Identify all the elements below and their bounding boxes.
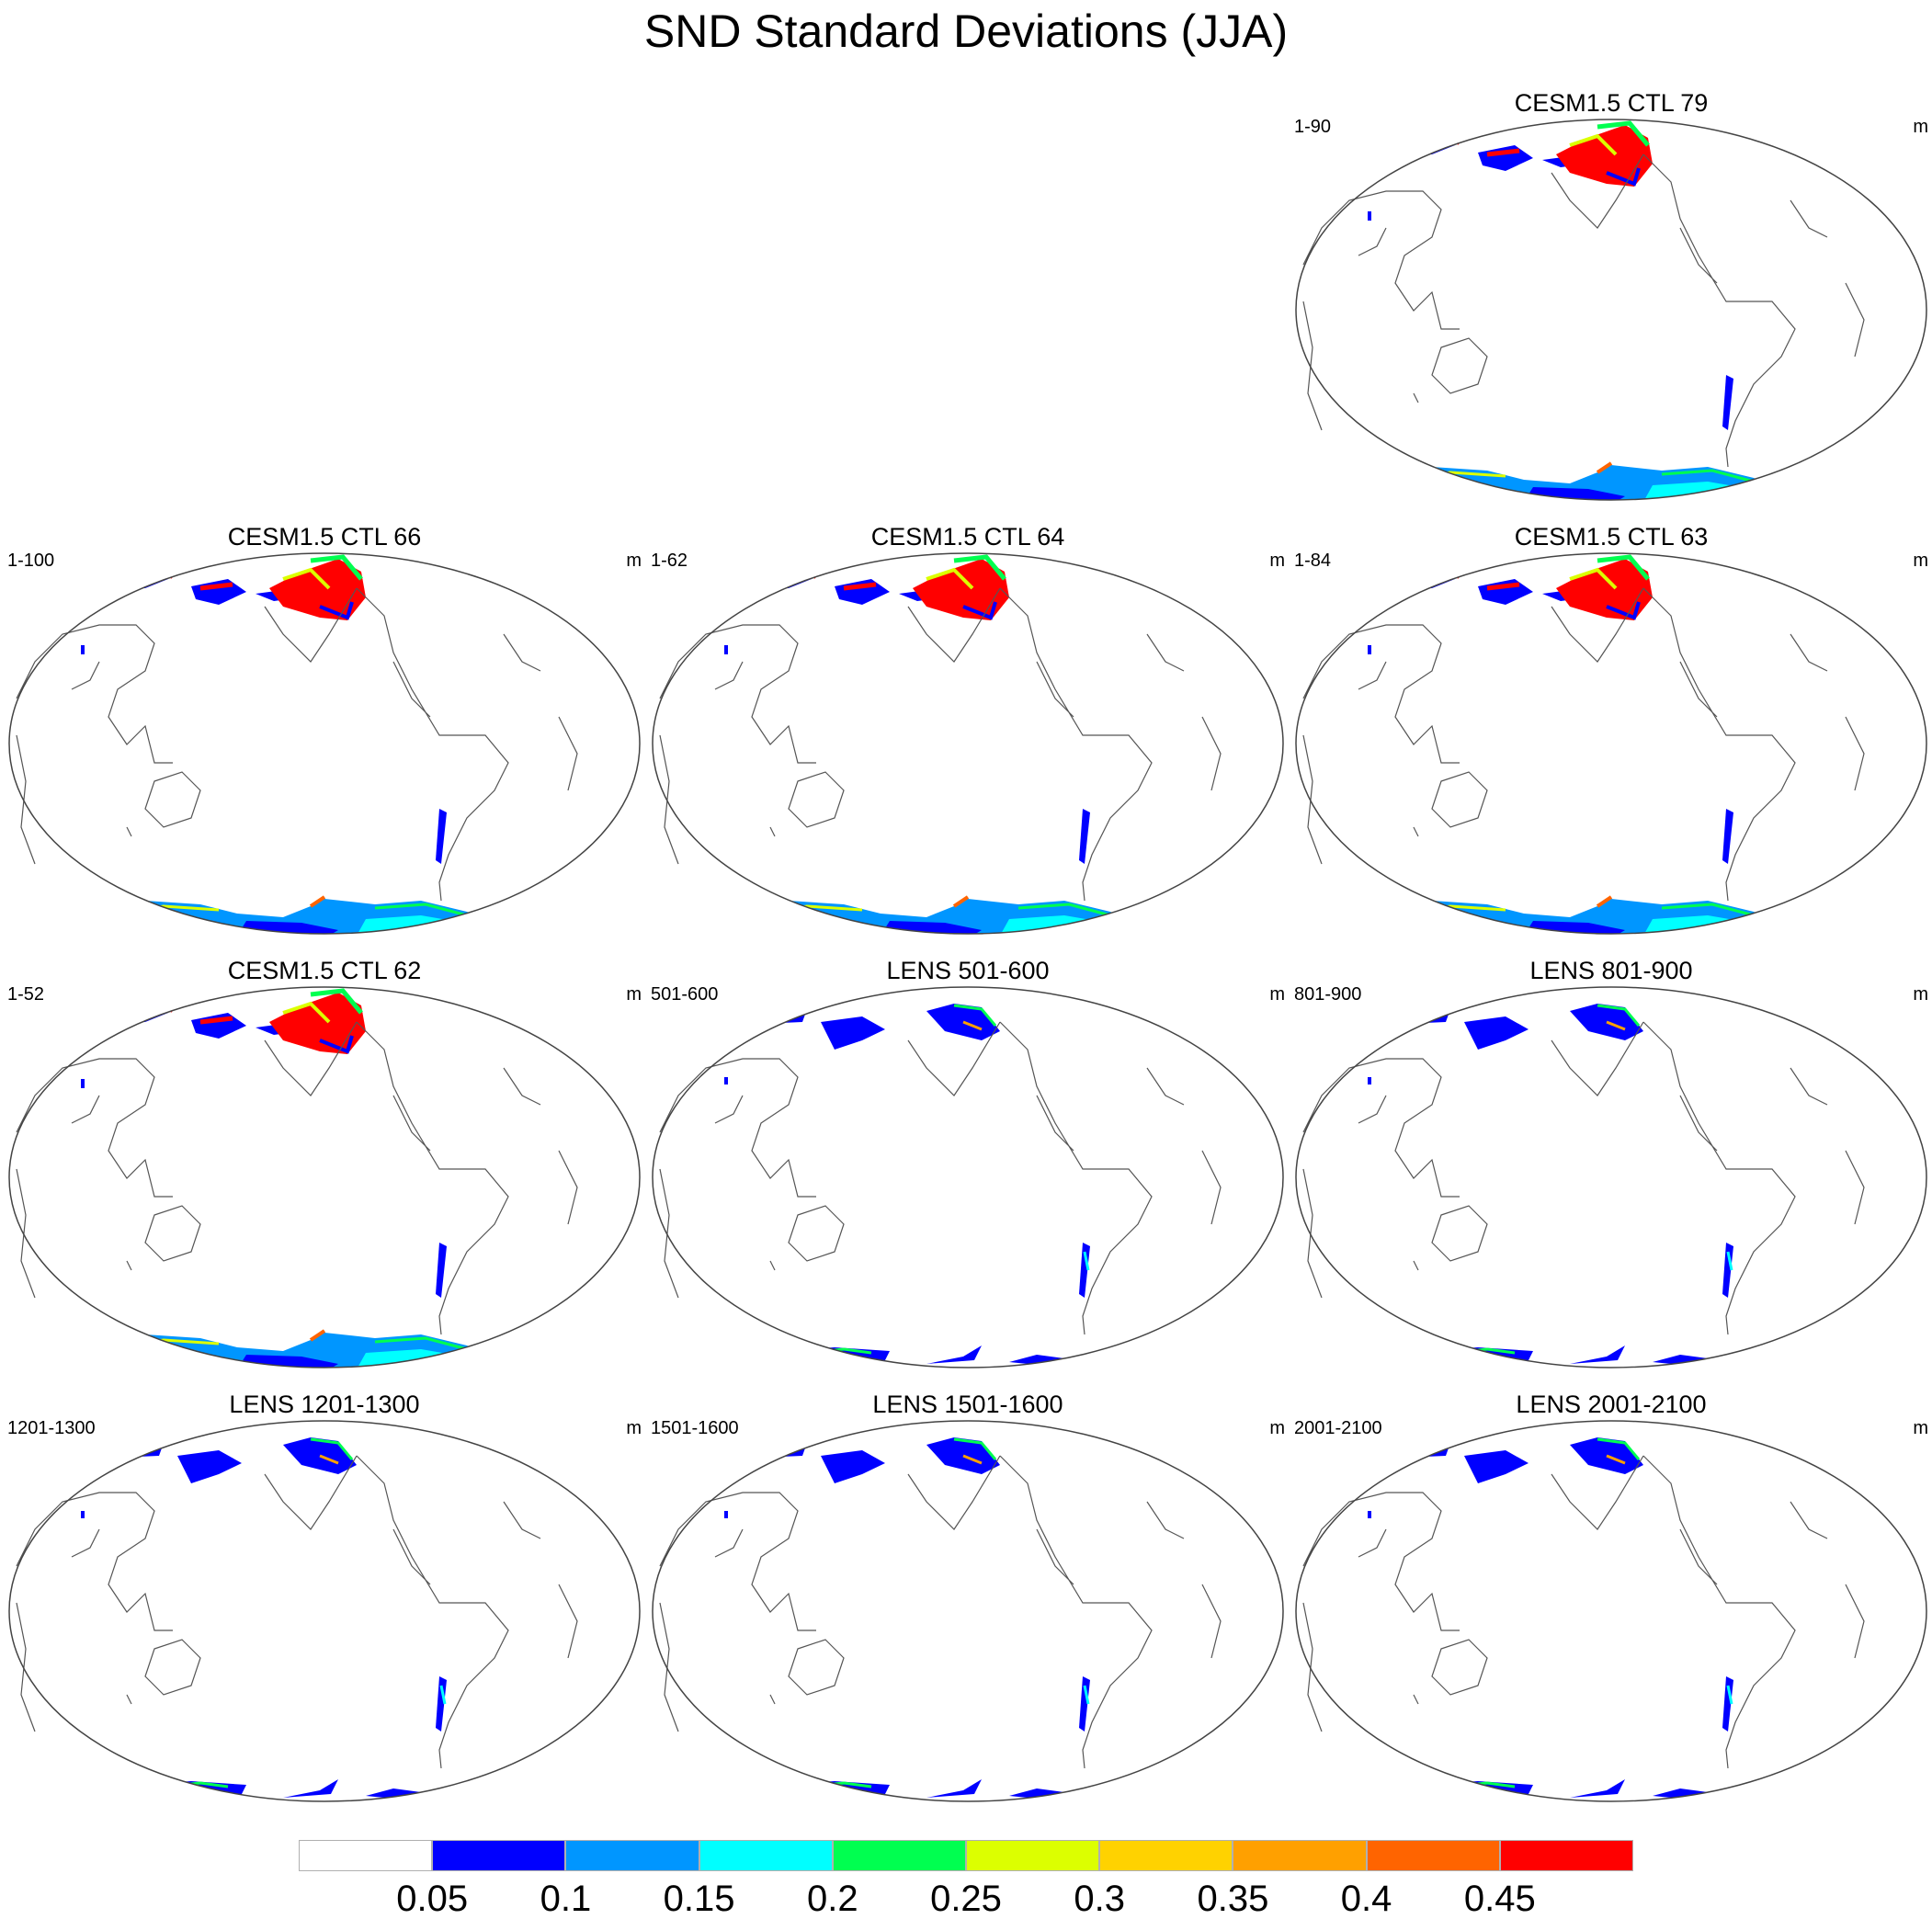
panel-year-range: 1-84	[1294, 551, 1332, 571]
panel-title: CESM1.5 CTL 66	[227, 523, 422, 551]
panel-unit: m	[1913, 117, 1928, 137]
world-map	[652, 552, 1284, 935]
panel-year-range: 1201-1300	[7, 1418, 96, 1438]
colorbar-label: 0.05	[396, 1879, 469, 1919]
panel-unit: m	[626, 984, 642, 1005]
colorbar-box	[299, 1840, 433, 1871]
map-panel: CESM1.5 CTL 64 1-62 m	[651, 522, 1285, 936]
map-panel: CESM1.5 CTL 63 1-84 m	[1294, 522, 1928, 936]
map-panel: CESM1.5 CTL 66 1-100 m	[7, 522, 642, 936]
colorbar-box	[1099, 1840, 1233, 1871]
map-panel: LENS 2001-2100 2001-2100 m	[1294, 1390, 1928, 1803]
figure-title: SND Standard Deviations (JJA)	[643, 6, 1289, 57]
colorbar-box	[1233, 1840, 1367, 1871]
colorbar-label: 0.3	[1074, 1879, 1125, 1919]
colorbar-box	[432, 1840, 566, 1871]
panel-unit: m	[1269, 984, 1285, 1005]
map-panel: LENS 1501-1600 1501-1600 m	[651, 1390, 1285, 1803]
world-map	[1295, 1420, 1927, 1802]
map-panel: CESM1.5 CTL 62 1-52 m	[7, 956, 642, 1369]
world-map	[652, 1420, 1284, 1802]
world-map	[652, 986, 1284, 1368]
panel-title: CESM1.5 CTL 64	[870, 523, 1065, 551]
colorbar-label: 0.2	[806, 1879, 858, 1919]
colorbar-box	[565, 1840, 699, 1871]
map-panel: LENS 501-600 501-600 m	[651, 956, 1285, 1369]
world-map	[1295, 119, 1927, 501]
panel-title: LENS 2001-2100	[1516, 1391, 1707, 1418]
panel-year-range: 501-600	[651, 984, 719, 1005]
map-panel: LENS 1201-1300 1201-1300 m	[7, 1390, 642, 1803]
world-map	[8, 552, 641, 935]
panel-year-range: 1-100	[7, 551, 55, 571]
colorbar	[299, 1840, 1633, 1871]
world-map	[8, 1420, 641, 1802]
world-map	[1295, 986, 1927, 1368]
colorbar-label: 0.45	[1463, 1879, 1536, 1919]
panel-year-range: 2001-2100	[1294, 1418, 1382, 1438]
panel-title: LENS 801-900	[1529, 957, 1693, 984]
colorbar-box	[966, 1840, 1100, 1871]
panel-title: CESM1.5 CTL 79	[1514, 89, 1709, 117]
colorbar-box	[699, 1840, 833, 1871]
panel-title: LENS 1201-1300	[229, 1391, 420, 1418]
panel-title: CESM1.5 CTL 63	[1514, 523, 1709, 551]
panel-year-range: 1-62	[651, 551, 688, 571]
panel-title: LENS 501-600	[886, 957, 1050, 984]
colorbar-label: 0.15	[663, 1879, 735, 1919]
panel-year-range: 1-52	[7, 984, 45, 1005]
map-panel: CESM1.5 CTL 79 1-90 m	[1294, 88, 1928, 502]
world-map	[8, 986, 641, 1368]
colorbar-label: 0.25	[930, 1879, 1002, 1919]
map-panel: LENS 801-900 801-900 m	[1294, 956, 1928, 1369]
panel-year-range: 1501-1600	[651, 1418, 739, 1438]
colorbar-label: 0.35	[1197, 1879, 1269, 1919]
panel-year-range: 1-90	[1294, 117, 1332, 137]
world-map	[1295, 552, 1927, 935]
panel-unit: m	[1913, 551, 1928, 571]
panel-title: LENS 1501-1600	[872, 1391, 1063, 1418]
panel-unit: m	[1269, 551, 1285, 571]
panel-year-range: 801-900	[1294, 984, 1362, 1005]
colorbar-label: 0.4	[1340, 1879, 1392, 1919]
panel-unit: m	[626, 1418, 642, 1438]
colorbar-box	[1499, 1840, 1633, 1871]
colorbar-box	[1366, 1840, 1500, 1871]
panel-unit: m	[626, 551, 642, 571]
panel-unit: m	[1913, 984, 1928, 1005]
colorbar-box	[832, 1840, 966, 1871]
panel-title: CESM1.5 CTL 62	[227, 957, 422, 984]
panel-unit: m	[1913, 1418, 1928, 1438]
panel-unit: m	[1269, 1418, 1285, 1438]
colorbar-label: 0.1	[540, 1879, 592, 1919]
